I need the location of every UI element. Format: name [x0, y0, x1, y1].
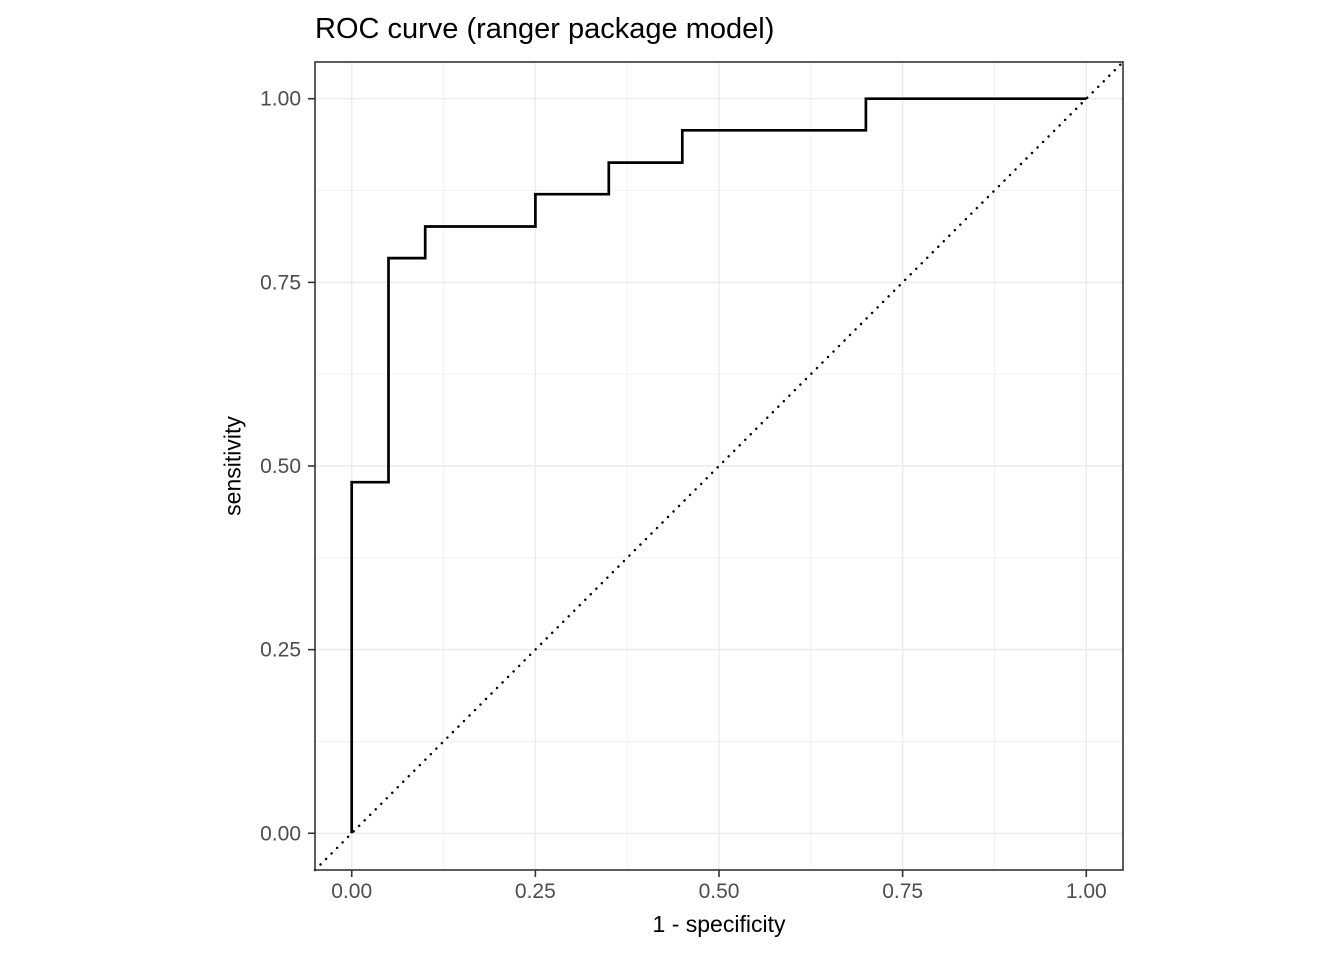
chance-diagonal — [313, 60, 1125, 872]
x-tick-label: 0.00 — [331, 880, 372, 903]
x-tick-label: 1.00 — [1066, 880, 1107, 903]
x-tick-label: 0.50 — [699, 880, 740, 903]
y-tick-label: 0.75 — [260, 271, 301, 294]
roc-step-curve — [350, 97, 1087, 834]
y-tick-label: 0.25 — [260, 639, 301, 662]
y-tick-label: 0.50 — [260, 455, 301, 478]
chart-title: ROC curve (ranger package model) — [315, 13, 775, 45]
y-tick-label: 1.00 — [260, 88, 301, 111]
x-axis-title: 1 - specificity — [652, 911, 786, 937]
x-tick-label: 0.25 — [515, 880, 556, 903]
y-tick-label: 0.00 — [260, 822, 301, 845]
x-tick-label: 0.75 — [882, 880, 923, 903]
